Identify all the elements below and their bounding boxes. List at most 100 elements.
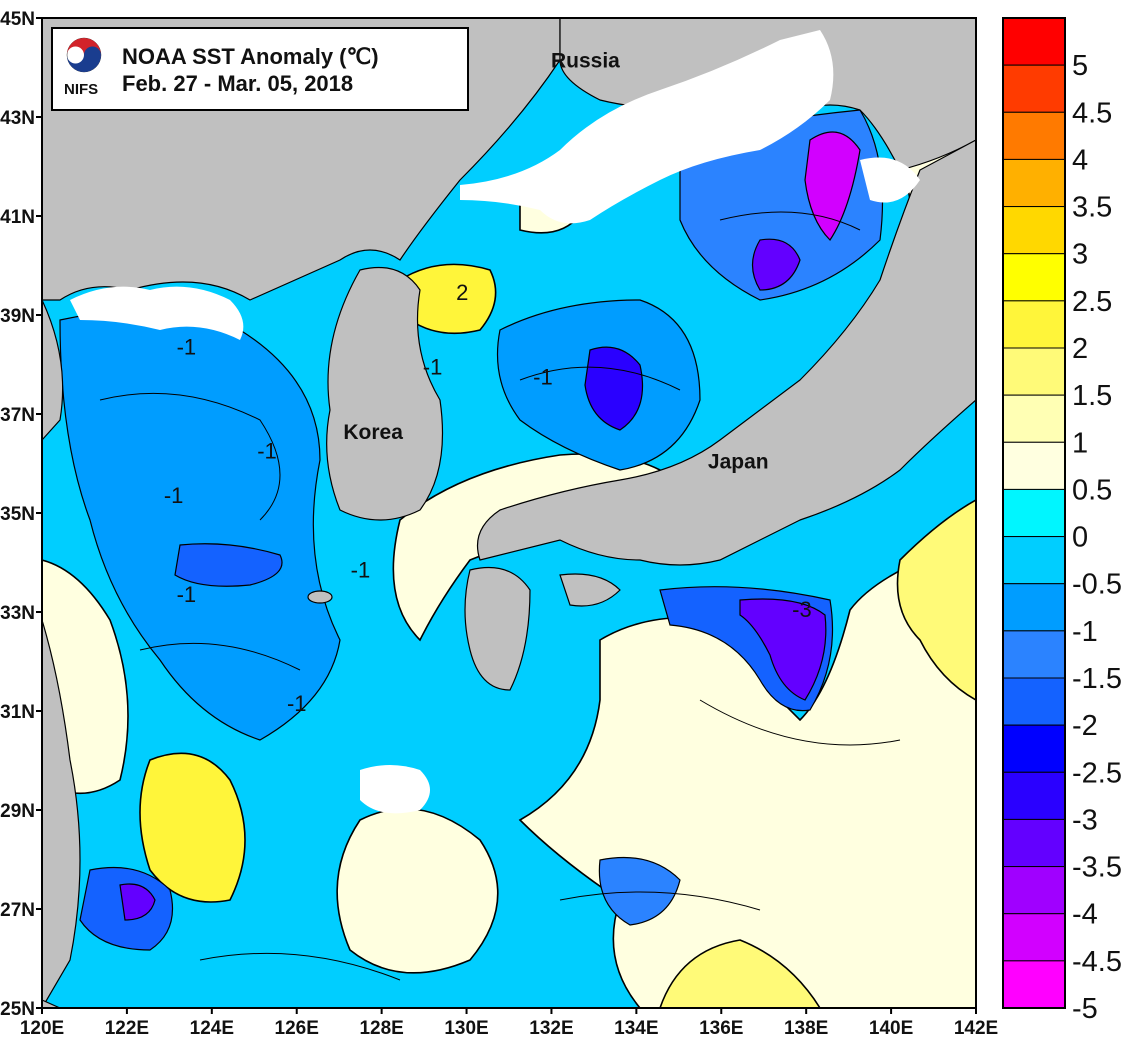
- colorbar-label: 2.5: [1072, 286, 1112, 318]
- place-label-japan: Japan: [708, 450, 769, 473]
- cold-region-fujian-core: [119, 883, 156, 921]
- colorbar-segment: [1002, 488, 1066, 538]
- contour-label: -1: [351, 557, 371, 582]
- contour-line: [139, 642, 301, 671]
- nifs-logo-text: NIFS: [64, 81, 98, 98]
- x-axis: 120E 122E 124E 126E 128E 130E 132E 134E 136E 138E…: [20, 1008, 998, 1039]
- colorbar-segment: [1002, 960, 1066, 1009]
- map-plot-area: 2 -1 -1 -1 -1 -1 -1 -1 -1 -3 Russia Korea Japan: [42, 18, 976, 1008]
- colorbar-segment: [1002, 818, 1066, 868]
- x-tick-label: 142E: [954, 1018, 998, 1039]
- x-tick-label: 136E: [699, 1018, 743, 1039]
- land-shandong: [42, 299, 64, 441]
- colorbar-segment: [1002, 253, 1066, 302]
- colorbar-segment: [1002, 583, 1066, 632]
- land-korea: [326, 266, 444, 521]
- x-tick-label: 140E: [869, 1018, 913, 1039]
- colorbar-segment: [1002, 771, 1066, 820]
- place-labels: Russia Korea Japan: [343, 50, 768, 474]
- y-tick-label: 41N: [0, 207, 35, 228]
- colorbar: 5 4.5 4 3.5 3 2.5 2 1.5 1 0.5 0 -0.5 -1 -1.5 -2 -2.5 -3 -…: [1002, 17, 1122, 1025]
- colorbar-label: -4.5: [1072, 946, 1122, 978]
- contour-line: [719, 211, 861, 231]
- land-jeju: [307, 590, 333, 604]
- contour-label: -1: [423, 354, 443, 379]
- ice-bohai: [70, 286, 244, 340]
- cold-region-peter-bay: [804, 131, 861, 241]
- land-kyushu: [464, 566, 531, 691]
- cold-region-yellow-sea: [59, 311, 341, 741]
- land-japan-honshu: [476, 139, 976, 566]
- contour-label: -3: [792, 597, 812, 622]
- colorbar-segment: [1002, 300, 1066, 349]
- contour-line: [699, 699, 901, 746]
- nifs-logo: NIFS: [64, 37, 102, 98]
- y-tick-label: 35N: [0, 504, 35, 525]
- colorbar-label: -3.5: [1072, 852, 1122, 884]
- colorbar-label: 0.5: [1072, 474, 1112, 506]
- warm-region-east-china-sea: [336, 808, 499, 974]
- contour-label: -1: [287, 691, 307, 716]
- colorbar-segment: [1002, 64, 1066, 113]
- colorbar-label: 1.5: [1072, 380, 1112, 412]
- colorbar-segment: [1002, 866, 1066, 915]
- ice-russia-coast: [460, 30, 834, 224]
- colorbar-label: 4: [1072, 144, 1088, 176]
- contour-line: [199, 952, 401, 981]
- warm-region-east-korea: [399, 263, 497, 335]
- cloud-north-japan: [860, 157, 920, 203]
- x-tick-label: 124E: [190, 1018, 234, 1039]
- contour-label: -1: [177, 582, 197, 607]
- y-tick-label: 27N: [0, 900, 35, 921]
- warm-region-south: [659, 939, 821, 1008]
- ice-cloud-masks: [70, 30, 920, 814]
- x-tick-label: 134E: [614, 1018, 658, 1039]
- y-tick-label: 39N: [0, 306, 35, 327]
- place-label-korea: Korea: [343, 421, 403, 444]
- cold-region-okinawa: [598, 856, 681, 926]
- colorbar-segment: [1002, 677, 1066, 726]
- warm-region-east: [896, 499, 976, 701]
- colorbar-label: 0: [1072, 522, 1088, 554]
- y-tick-label: 43N: [0, 108, 35, 129]
- contour-label: -1: [533, 364, 553, 389]
- place-label-russia: Russia: [551, 50, 620, 73]
- y-tick-label: 25N: [0, 999, 35, 1020]
- contour-label: -1: [177, 335, 197, 360]
- contour-label: -1: [164, 483, 184, 508]
- contour-line: [519, 366, 681, 391]
- land-shikoku: [559, 573, 621, 607]
- x-tick-label: 126E: [275, 1018, 319, 1039]
- colorbar-segment: [1002, 17, 1066, 66]
- colorbar-label: -1: [1072, 616, 1098, 648]
- contour-line: [99, 392, 281, 521]
- colorbar-label: 3: [1072, 239, 1088, 271]
- colorbar-label: -0.5: [1072, 569, 1122, 601]
- contour-label: 2: [456, 280, 468, 305]
- y-tick-label: 31N: [0, 702, 35, 723]
- cold-anomaly-regions: [59, 109, 884, 951]
- title-box-frame: [51, 27, 469, 111]
- y-tick-label: 29N: [0, 801, 35, 822]
- colorbar-label: 3.5: [1072, 192, 1112, 224]
- x-tick-label: 120E: [20, 1018, 64, 1039]
- colorbar-label: -4: [1072, 899, 1098, 931]
- colorbar-label: -1.5: [1072, 663, 1122, 695]
- contour-label: -1: [257, 439, 277, 464]
- map-date-range: Feb. 27 - Mar. 05, 2018: [122, 71, 353, 96]
- y-tick-label: 45N: [0, 9, 35, 30]
- cold-region-south-honshu-core: [739, 598, 827, 701]
- x-tick-label: 138E: [784, 1018, 828, 1039]
- nifs-logo-blue-icon: [67, 46, 101, 72]
- y-axis: 25N 27N 29N 31N 33N 35N 37N 39N 41N 43N 45N: [0, 9, 42, 1020]
- colorbar-segment: [1002, 724, 1066, 773]
- colorbar-segment: [1002, 111, 1066, 160]
- colorbar-segment: [1002, 913, 1066, 962]
- title-box: NIFS NOAA SST Anomaly (℃) Feb. 27 - Mar.…: [51, 27, 469, 111]
- y-tick-label: 37N: [0, 405, 35, 426]
- colorbar-label: -5: [1072, 993, 1098, 1025]
- contour-line: [559, 891, 761, 911]
- colorbar-segment: [1002, 347, 1066, 396]
- colorbar-label: -3: [1072, 804, 1098, 836]
